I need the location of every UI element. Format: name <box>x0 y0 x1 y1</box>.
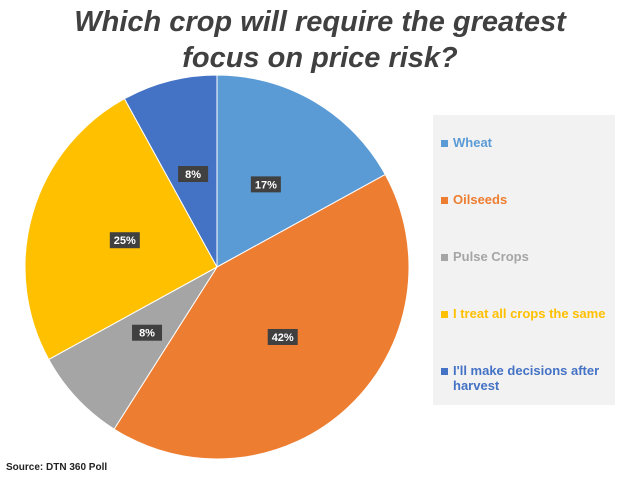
legend-swatch <box>441 311 448 318</box>
legend-label: I treat all crops the same <box>453 306 606 321</box>
data-label-box <box>250 176 281 193</box>
legend-item: Wheat <box>441 135 607 192</box>
chart-title: Which crop will require the greatest foc… <box>74 6 566 74</box>
pie-slice <box>216 74 386 268</box>
legend-label: Pulse Crops <box>453 249 529 264</box>
pie-slice <box>48 266 218 430</box>
legend-swatch <box>441 197 448 204</box>
data-label: 42% <box>272 332 294 344</box>
data-label-box <box>132 324 163 341</box>
legend-label: Oilseeds <box>453 192 508 207</box>
legend-swatch <box>441 254 448 261</box>
legend-label: I'll make decisions after harvest <box>453 363 600 393</box>
data-label-box <box>178 166 209 183</box>
legend-swatch <box>441 140 448 147</box>
legend-swatch <box>441 368 448 375</box>
data-label-box <box>109 232 140 249</box>
legend-item: Oilseeds <box>441 192 607 249</box>
source-note: Source: DTN 360 Poll <box>6 462 108 473</box>
legend-item: I treat all crops the same <box>441 306 607 363</box>
legend-item: I'll make decisions after harvest <box>441 363 607 420</box>
pie-slice <box>24 98 218 361</box>
data-label: 8% <box>139 328 155 340</box>
data-label: 17% <box>255 179 277 191</box>
data-label: 25% <box>114 235 136 247</box>
legend: Wheat Oilseeds Pulse Crops I treat all crop… <box>433 115 615 405</box>
pie-slice <box>123 74 218 268</box>
legend-item: Pulse Crops <box>441 249 607 306</box>
legend-label: Wheat <box>453 135 492 150</box>
data-label: 8% <box>185 169 201 181</box>
data-label-box <box>267 328 298 345</box>
pie-slice <box>113 173 410 460</box>
